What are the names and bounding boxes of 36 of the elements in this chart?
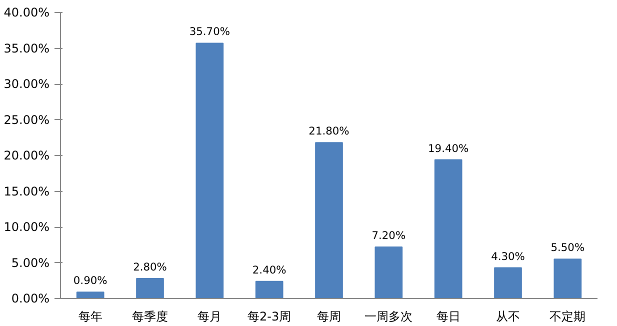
bar [434,159,462,298]
y-tick-label: 15.00% [4,184,50,198]
x-tick-label: 不定期 [550,310,586,324]
bar [76,292,104,298]
data-label: 2.40% [252,263,286,276]
x-tick-label: 每日 [436,310,460,324]
bar [136,278,164,298]
data-label: 0.90% [73,274,108,288]
data-label: 7.20% [372,229,406,242]
x-tick-label: 每年 [78,310,102,324]
bar [315,142,343,298]
y-tick-label: 0.00% [11,292,50,306]
bar [374,246,403,298]
x-tick-label: 每2-3周 [248,310,292,324]
y-tick-label: 25.00% [4,112,50,127]
y-tick-label: 10.00% [4,220,50,234]
bar [255,280,284,298]
x-tick-label: 一周多次 [364,310,413,324]
x-tick-label: 每季度 [132,310,168,324]
data-label: 21.80% [308,124,350,138]
bar [494,267,522,298]
y-tick-label: 35.00% [4,41,50,56]
bar [554,258,582,298]
x-tick-label: 从不 [496,310,520,324]
data-label: 35.70% [189,25,230,38]
y-tick-label: 30.00% [4,77,50,91]
y-tick-label: 5.00% [11,256,50,270]
bar [196,42,224,298]
x-tick-label: 每周 [317,310,341,324]
y-tick-label: 20.00% [4,148,50,162]
data-label: 5.50% [550,241,585,254]
data-label: 2.80% [133,260,167,274]
data-label: 19.40% [428,142,469,155]
data-label: 4.30% [491,250,525,263]
y-tick-label: 40.00% [4,6,50,20]
x-tick-label: 每月 [198,310,222,324]
